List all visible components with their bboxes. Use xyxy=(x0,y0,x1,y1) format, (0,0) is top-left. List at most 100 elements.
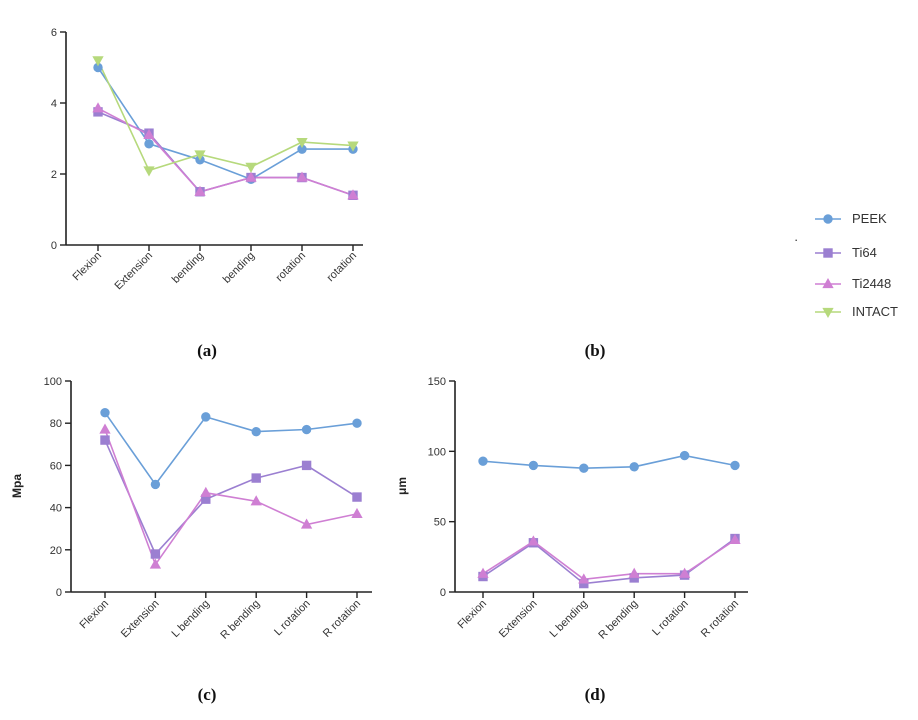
series-line-d-peek xyxy=(482,454,736,470)
legend-marker-intact xyxy=(822,307,834,319)
x-tick-label-d-1: Extension xyxy=(497,598,540,641)
data-point-a-ti2448-1 xyxy=(143,128,155,140)
x-tick-label-c-4: L rotation xyxy=(272,598,313,639)
data-point-a-intact-1 xyxy=(143,166,155,177)
data-point-a-intact-0 xyxy=(92,56,104,67)
y-tick-label-c-1: 20 xyxy=(50,545,62,557)
x-tick-label-c-0: Flexion xyxy=(78,598,112,632)
data-point-d-ti2448-4 xyxy=(678,567,691,578)
series-line-c-ti2448 xyxy=(104,429,358,567)
data-point-c-ti2448-1 xyxy=(149,558,162,569)
data-point-c-ti64-0 xyxy=(100,435,110,445)
data-point-c-peek-5 xyxy=(352,418,362,428)
y-tick-label-c-3: 60 xyxy=(50,460,62,472)
y-tick-label-a-2: 4 xyxy=(51,98,57,110)
data-point-d-ti2448-2 xyxy=(578,573,590,584)
data-point-d-peek-0 xyxy=(478,456,488,466)
panel-label-c: (c) xyxy=(198,685,217,704)
data-point-c-ti64-3 xyxy=(251,473,261,483)
data-point-a-ti2448-4 xyxy=(296,171,308,182)
y-tick-label-a-0: 0 xyxy=(51,240,57,252)
axes-layer xyxy=(60,31,748,598)
data-point-d-ti2448-0 xyxy=(477,567,489,578)
panel-label-a: (a) xyxy=(197,341,217,360)
x-tick-label-c-1: Extension xyxy=(119,598,162,641)
x-tick-label-c-3: R bending xyxy=(218,598,262,642)
data-point-a-ti2448-0 xyxy=(92,102,104,113)
y-tick-label-c-4: 80 xyxy=(50,418,62,430)
legend-dot-mark: · xyxy=(794,232,798,247)
series-line-a-intact xyxy=(97,60,354,172)
y-tick-label-d-3: 150 xyxy=(428,376,446,388)
data-point-a-ti2448-3 xyxy=(245,171,257,182)
data-point-d-ti2448-5 xyxy=(729,533,741,545)
y-tick-label-a-3: 6 xyxy=(51,27,57,39)
y-tick-label-c-0: 0 xyxy=(56,587,62,599)
legend-marker-ti2448 xyxy=(822,277,834,289)
data-point-c-ti64-5 xyxy=(352,492,362,502)
x-tick-label-d-2: L bending xyxy=(548,598,590,640)
x-tick-label-d-0: Flexion xyxy=(456,598,490,632)
y-tick-label-d-1: 50 xyxy=(434,517,446,529)
data-point-d-peek-4 xyxy=(679,450,690,461)
y-axis-label-c: Mpa xyxy=(10,474,24,498)
data-point-d-peek-1 xyxy=(528,460,539,471)
data-point-a-intact-3 xyxy=(245,162,257,173)
data-point-a-ti2448-5 xyxy=(347,189,359,200)
series-lines-layer xyxy=(97,60,736,585)
x-tick-label-a-1: Extension xyxy=(112,250,155,293)
data-point-c-ti2448-4 xyxy=(300,518,313,529)
data-points-layer xyxy=(92,56,741,589)
series-line-d-ti2448 xyxy=(482,539,736,581)
legend-marker-peek xyxy=(823,214,833,224)
y-tick-label-a-1: 2 xyxy=(51,169,57,181)
data-point-a-intact-5 xyxy=(347,141,359,152)
x-tick-label-a-0: Flexion xyxy=(71,250,105,284)
x-tick-label-d-3: R bending xyxy=(596,598,640,642)
data-point-c-peek-3 xyxy=(251,426,261,437)
panel-label-b: (b) xyxy=(585,341,606,360)
data-point-c-peek-1 xyxy=(150,479,161,490)
legend-label-ti2448: Ti2448 xyxy=(852,276,891,291)
y-tick-label-c-5: 100 xyxy=(44,376,62,388)
legend-label-peek: PEEK xyxy=(852,211,887,226)
legend-marker-ti64 xyxy=(823,248,833,258)
data-point-d-peek-5 xyxy=(730,460,740,471)
data-point-c-ti2448-0 xyxy=(99,423,111,434)
x-tick-label-d-5: R rotation xyxy=(699,598,741,640)
data-point-c-ti64-1 xyxy=(150,549,161,559)
y-tick-label-d-0: 0 xyxy=(440,587,446,599)
x-tick-label-d-4: L rotation xyxy=(650,598,691,639)
y-tick-label-d-2: 100 xyxy=(428,446,446,458)
data-point-a-peek-1 xyxy=(144,139,154,149)
legend-label-ti64: Ti64 xyxy=(852,245,877,260)
data-point-c-ti64-4 xyxy=(301,460,312,471)
data-point-d-peek-3 xyxy=(629,462,639,472)
x-tick-label-a-4: rotation xyxy=(274,250,308,284)
legend: PEEK Ti64 Ti2448 INTACT xyxy=(815,211,898,319)
x-tick-label-c-5: R rotation xyxy=(321,598,363,640)
data-point-c-peek-0 xyxy=(100,407,110,418)
series-line-a-peek xyxy=(97,67,353,181)
x-tick-label-a-3: bending xyxy=(221,250,257,286)
data-point-c-peek-2 xyxy=(201,412,211,422)
x-tick-label-c-2: L bending xyxy=(170,598,212,640)
data-point-d-ti2448-3 xyxy=(628,567,640,578)
data-point-d-peek-2 xyxy=(579,463,589,473)
x-tick-label-a-5: rotation xyxy=(325,250,359,284)
series-line-c-ti64 xyxy=(104,439,358,556)
data-point-a-intact-2 xyxy=(194,150,206,161)
legend-label-intact: INTACT xyxy=(852,304,898,319)
data-point-c-ti2448-3 xyxy=(250,495,262,506)
data-point-a-ti2448-2 xyxy=(194,185,206,196)
series-line-a-ti2448 xyxy=(97,107,354,197)
y-tick-label-c-2: 40 xyxy=(50,503,62,515)
data-point-a-intact-4 xyxy=(296,137,308,149)
y-axis-label-d: μm xyxy=(395,477,409,495)
data-point-c-ti2448-2 xyxy=(200,486,212,497)
data-point-c-peek-4 xyxy=(301,424,312,435)
series-line-c-peek xyxy=(104,412,358,486)
data-point-d-ti2448-1 xyxy=(527,535,540,546)
